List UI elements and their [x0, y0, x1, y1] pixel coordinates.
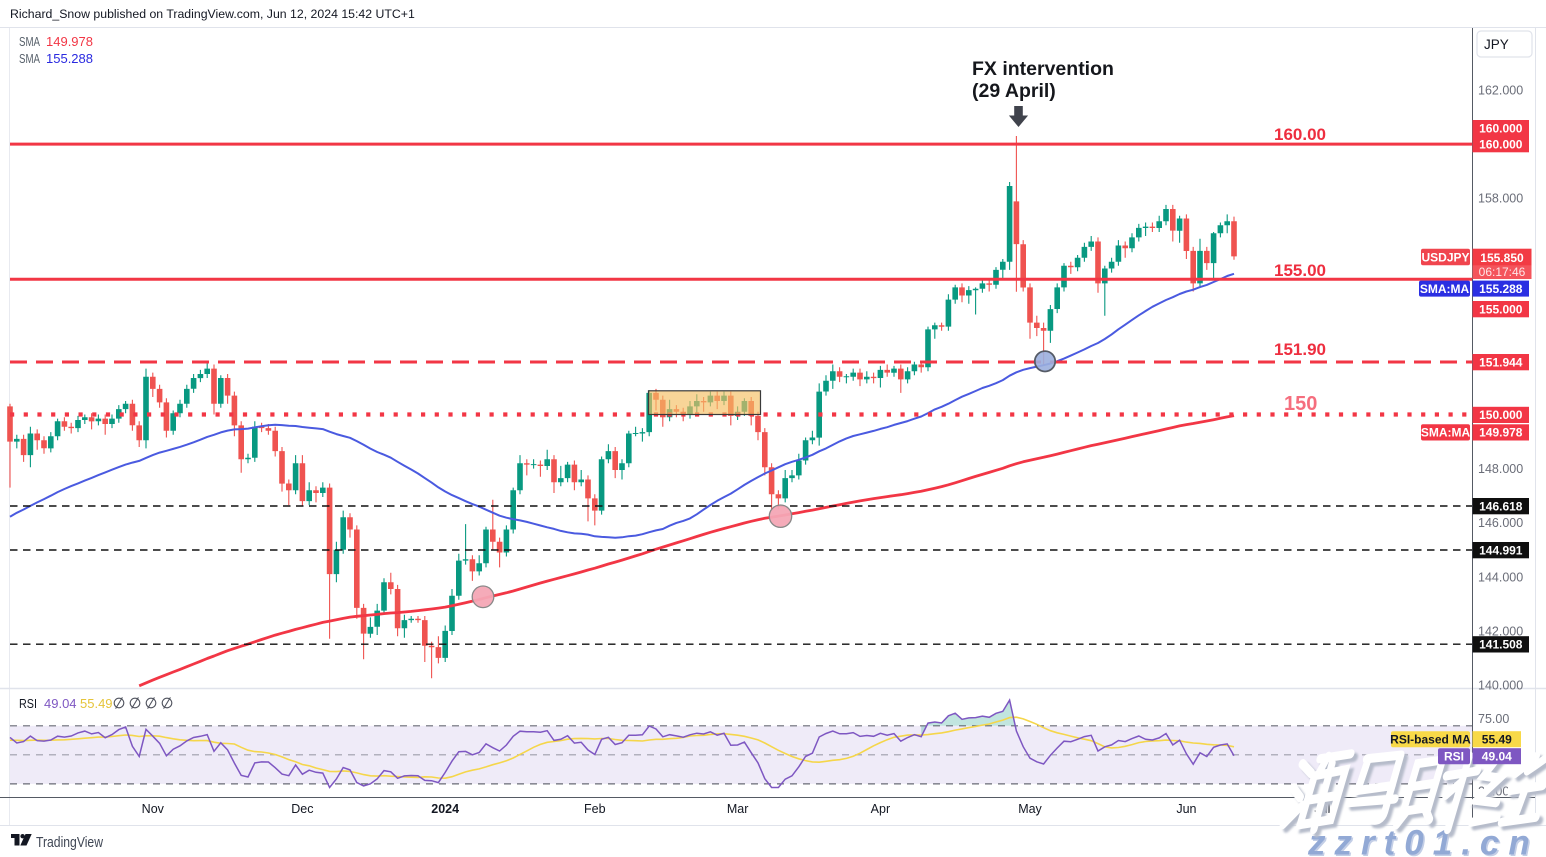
svg-text:06:17:46: 06:17:46	[1479, 265, 1526, 279]
svg-text:149.978: 149.978	[1479, 426, 1523, 440]
svg-text:Nov: Nov	[142, 802, 165, 816]
svg-text:155.288: 155.288	[1479, 282, 1523, 296]
svg-text:RSI: RSI	[1444, 750, 1464, 764]
svg-text:zzrt01.cn: zzrt01.cn	[1309, 825, 1541, 857]
svg-text:USDJPY: USDJPY	[1421, 250, 1469, 264]
svg-text:zzrt01.cn: zzrt01.cn	[1307, 824, 1539, 857]
svg-text:75.00: 75.00	[1478, 712, 1509, 726]
svg-text:160.000: 160.000	[1479, 138, 1523, 152]
svg-text:149.978: 149.978	[46, 34, 93, 49]
svg-text:148.000: 148.000	[1478, 462, 1523, 476]
svg-text:162.000: 162.000	[1478, 84, 1523, 98]
svg-text:SMA:MA: SMA:MA	[1421, 426, 1471, 440]
svg-text:SMA:MA: SMA:MA	[1420, 282, 1470, 296]
svg-text:55.49: 55.49	[1482, 733, 1512, 747]
svg-text:49.04: 49.04	[44, 696, 77, 711]
svg-text:144.000: 144.000	[1478, 570, 1523, 584]
svg-text:Mar: Mar	[727, 802, 749, 816]
svg-text:Dec: Dec	[291, 802, 313, 816]
svg-text:55.49: 55.49	[80, 696, 113, 711]
svg-text:Apr: Apr	[871, 802, 890, 816]
svg-text:158.000: 158.000	[1478, 192, 1523, 206]
svg-text:155.00: 155.00	[1274, 261, 1326, 280]
svg-text:141.508: 141.508	[1479, 638, 1523, 652]
svg-text:155.288: 155.288	[46, 51, 93, 66]
svg-text:146.000: 146.000	[1478, 516, 1523, 530]
svg-text:160.00: 160.00	[1274, 125, 1326, 144]
svg-text:49.04: 49.04	[1482, 750, 1512, 764]
svg-text:SMA: SMA	[19, 35, 41, 49]
svg-text:JPY: JPY	[1484, 37, 1509, 52]
svg-text:FX intervention: FX intervention	[972, 58, 1114, 80]
svg-text:144.991: 144.991	[1479, 544, 1523, 558]
svg-text:Richard_Snow published on Trad: Richard_Snow published on TradingView.co…	[10, 7, 415, 21]
svg-text:150.000: 150.000	[1479, 408, 1523, 422]
svg-text:TradingView: TradingView	[36, 834, 103, 851]
svg-text:(29 April): (29 April)	[972, 80, 1056, 102]
svg-text:142.000: 142.000	[1478, 624, 1523, 638]
svg-text:155.850: 155.850	[1480, 251, 1524, 265]
svg-text:146.618: 146.618	[1479, 500, 1523, 514]
svg-text:151.90: 151.90	[1274, 340, 1326, 359]
svg-text:May: May	[1018, 802, 1042, 816]
svg-text:Jun: Jun	[1176, 802, 1196, 816]
svg-text:RSI: RSI	[19, 697, 37, 711]
svg-text:RSI-based MA: RSI-based MA	[1390, 733, 1471, 747]
svg-text:155.000: 155.000	[1479, 302, 1523, 316]
svg-text:SMA: SMA	[19, 52, 41, 66]
svg-text:151.944: 151.944	[1479, 355, 1523, 369]
svg-text:160.000: 160.000	[1479, 121, 1523, 135]
svg-text:Feb: Feb	[584, 802, 606, 816]
svg-text:2024: 2024	[431, 802, 459, 816]
svg-text:140.000: 140.000	[1478, 679, 1523, 693]
svg-text:150: 150	[1284, 393, 1317, 415]
